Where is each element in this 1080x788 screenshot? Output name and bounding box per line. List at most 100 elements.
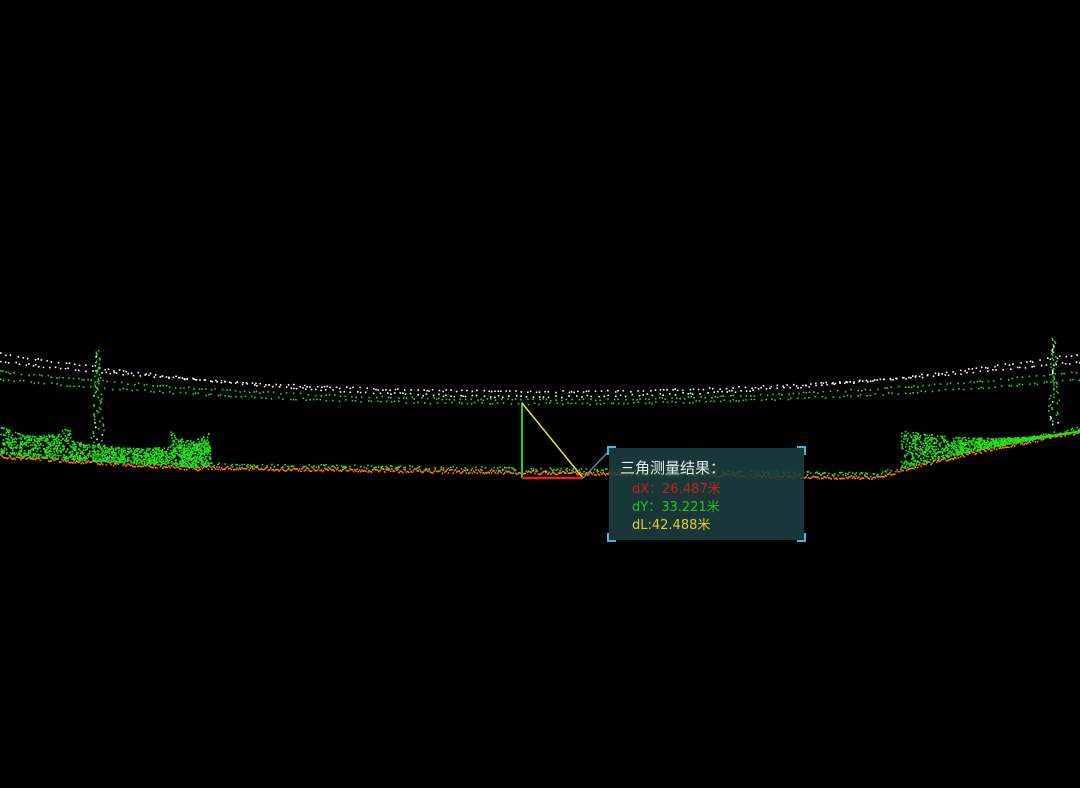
- cloud-point: [279, 384, 282, 386]
- cloud-point: [104, 446, 106, 448]
- cloud-point: [96, 381, 99, 383]
- cloud-point: [238, 464, 241, 467]
- cloud-point: [957, 456, 960, 459]
- cloud-point: [191, 452, 194, 455]
- cloud-point: [908, 463, 910, 465]
- cloud-point: [1078, 430, 1080, 433]
- cloud-point: [91, 365, 94, 367]
- cloud-point: [58, 376, 61, 379]
- cloud-point: [850, 388, 852, 391]
- cloud-point: [95, 455, 97, 457]
- cloud-point: [905, 461, 908, 463]
- cloud-point: [772, 393, 774, 396]
- cloud-point: [997, 442, 1000, 444]
- cloud-point: [950, 441, 953, 444]
- cloud-point: [908, 450, 910, 453]
- cloud-point: [1017, 441, 1020, 444]
- cloud-point: [1049, 374, 1051, 376]
- cloud-point: [917, 447, 919, 450]
- cloud-point: [99, 377, 102, 379]
- cloud-point: [202, 461, 204, 463]
- cloud-point: [886, 387, 888, 389]
- cloud-point: [86, 461, 88, 463]
- cloud-point: [113, 370, 115, 372]
- cloud-point: [1052, 345, 1055, 348]
- cloud-point: [182, 464, 184, 466]
- cloud-point: [224, 468, 226, 470]
- cloud-point: [48, 446, 50, 448]
- cloud-point: [906, 463, 908, 466]
- cloud-point: [720, 395, 722, 398]
- cloud-point: [154, 453, 157, 455]
- cloud-point: [990, 449, 992, 452]
- cloud-point: [314, 470, 316, 472]
- cloud-point: [399, 465, 402, 467]
- cloud-point: [1056, 411, 1059, 414]
- cloud-point: [1003, 437, 1005, 440]
- cloud-point: [435, 470, 438, 473]
- cloud-point: [12, 458, 14, 460]
- cloud-point: [906, 439, 908, 442]
- cloud-point: [1056, 383, 1058, 385]
- cloud-point: [728, 390, 731, 392]
- cloud-point: [377, 389, 380, 391]
- cloud-point: [1031, 438, 1033, 441]
- cloud-point: [968, 440, 970, 442]
- cloud-point: [921, 376, 924, 379]
- cloud-point: [340, 470, 343, 472]
- cloud-point: [142, 460, 144, 462]
- cloud-point: [63, 432, 65, 435]
- cloud-point: [119, 457, 122, 460]
- cloud-point: [185, 449, 188, 452]
- cloud-point: [566, 467, 568, 470]
- cloud-point: [985, 447, 987, 449]
- cloud-point: [1052, 368, 1055, 370]
- cloud-point: [57, 452, 59, 454]
- cloud-point: [46, 453, 48, 456]
- cloud-point: [945, 444, 947, 447]
- cloud-point: [721, 390, 723, 393]
- cloud-point: [0, 360, 2, 363]
- cloud-point: [230, 468, 232, 471]
- cloud-point: [313, 398, 315, 401]
- cloud-point: [185, 453, 188, 456]
- cloud-point: [102, 449, 104, 452]
- cloud-point: [47, 439, 49, 441]
- cloud-point: [2, 452, 5, 454]
- cloud-point: [501, 469, 504, 472]
- cloud-point: [937, 374, 940, 376]
- cloud-point: [175, 465, 178, 468]
- cloud-point: [500, 390, 502, 392]
- cloud-point: [141, 455, 144, 458]
- cloud-point: [909, 448, 911, 451]
- cloud-point: [320, 469, 322, 471]
- cloud-point: [119, 461, 121, 464]
- cloud-point: [912, 456, 915, 459]
- cloud-point: [282, 398, 284, 400]
- cloud-point: [1020, 438, 1023, 440]
- cloud-point: [112, 460, 115, 462]
- cloud-point: [810, 472, 812, 475]
- cloud-point: [119, 453, 121, 455]
- cloud-point: [189, 466, 192, 468]
- cloud-point: [480, 471, 482, 474]
- cloud-point: [6, 431, 9, 433]
- cloud-point: [855, 471, 858, 474]
- cloud-point: [1034, 441, 1036, 443]
- cloud-point: [624, 395, 627, 398]
- cloud-point: [193, 449, 196, 452]
- cloud-point: [196, 447, 198, 450]
- cloud-point: [362, 470, 364, 472]
- cloud-point: [907, 438, 909, 440]
- cloud-point: [97, 411, 100, 414]
- cloud-point: [572, 468, 574, 470]
- cloud-point: [239, 391, 241, 393]
- cloud-point: [39, 438, 41, 441]
- cloud-point: [263, 385, 266, 388]
- cloud-point: [720, 400, 722, 403]
- cloud-point: [570, 472, 572, 474]
- cloud-point: [19, 454, 22, 456]
- cloud-point: [480, 398, 482, 401]
- cloud-point: [21, 457, 24, 460]
